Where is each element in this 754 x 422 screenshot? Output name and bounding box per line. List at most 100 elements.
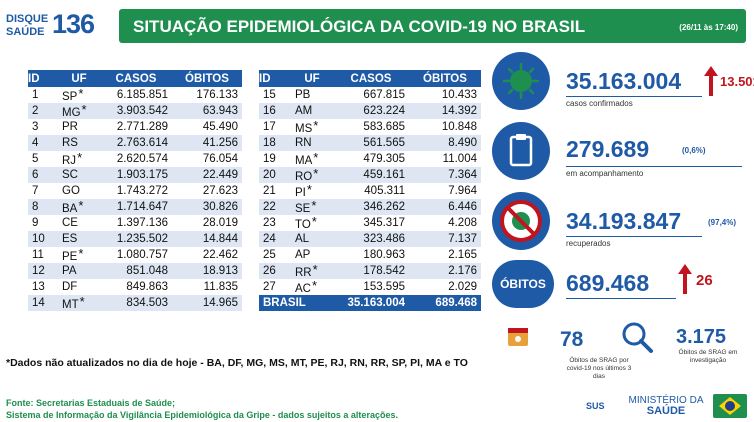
cell-uf-text: AM	[295, 105, 313, 117]
table-row: 1 SP* 6.185.851 176.133	[28, 85, 242, 103]
table-row: 14 MT* 834.503 14.965	[28, 294, 242, 311]
investigacao-label: Óbitos de SRAG em investigação	[678, 349, 738, 364]
card-recuperados: 34.193.847 (97,4%) recuperados	[492, 192, 746, 252]
cell-obitos-text: 7.364	[448, 169, 477, 181]
cell-id: 12	[28, 263, 58, 279]
cell-uf-text: AC	[295, 282, 311, 295]
cell-uf: MT*	[58, 294, 100, 311]
cell-id: 25	[259, 247, 291, 263]
table-row: 11 PE* 1.080.757 22.462	[28, 245, 242, 263]
cell-uf-text: ES	[62, 233, 78, 245]
cell-obitos-text: 41.256	[202, 137, 238, 149]
cell-obitos: 7.137	[409, 231, 481, 247]
page-title: SITUAÇÃO EPIDEMIOLÓGICA DA COVID-19 NO B…	[133, 17, 586, 36]
cell-id-text: 5	[32, 153, 39, 165]
cell-casos: 851.048	[100, 263, 172, 279]
cell-casos: 623.224	[333, 103, 409, 119]
table-row: 25 AP 180.963 2.165	[259, 247, 481, 263]
table-row: 18 RN 561.565 8.490	[259, 135, 481, 151]
cell-id: 19	[259, 151, 291, 167]
obitos-badge: ÓBITOS	[492, 260, 554, 308]
cell-id-text: 1	[32, 89, 39, 101]
not-updated-asterisk: *	[313, 165, 319, 181]
investigacao-value: 3.175	[676, 326, 727, 348]
cell-id-text: 25	[263, 249, 276, 261]
cell-uf: RO*	[291, 165, 333, 183]
cell-obitos-text: 2.165	[448, 249, 477, 261]
cell-uf: PE*	[58, 245, 100, 263]
cell-id-text: 14	[32, 297, 45, 309]
cell-uf: RS	[58, 135, 100, 151]
cell-uf-text: RO	[295, 170, 313, 183]
cell-obitos-text: 6.446	[448, 201, 477, 213]
cell-id: 18	[259, 135, 291, 151]
recuperados-value: 34.193.847	[566, 208, 682, 234]
cell-obitos: 7.964	[409, 183, 481, 199]
cell-casos: 1.714.647	[100, 199, 172, 215]
cell-casos: 153.595	[333, 279, 409, 295]
divider	[566, 236, 702, 237]
not-updated-asterisk: *	[312, 261, 318, 277]
cell-casos-text: 178.542	[363, 265, 405, 277]
cell-uf-text: MA	[295, 154, 313, 167]
cell-casos-text: 1.743.272	[116, 185, 168, 197]
cell-casos: 1.903.175	[100, 167, 172, 183]
col-obitos: ÓBITOS	[172, 70, 242, 87]
table-row: 7 GO 1.743.272 27.623	[28, 183, 242, 199]
cell-id-text: 3	[32, 121, 39, 133]
not-updated-asterisk: *	[78, 85, 84, 101]
not-updated-asterisk: *	[78, 245, 84, 261]
cell-obitos-text: 2.176	[448, 265, 477, 277]
cell-obitos-text: 45.490	[202, 121, 238, 133]
logo-number: 136	[52, 9, 95, 39]
acompanhamento-pct: (0,6%)	[682, 146, 706, 155]
cell-casos: 180.963	[333, 247, 409, 263]
cell-casos: 405.311	[333, 183, 409, 199]
cell-casos-text: 6.185.851	[116, 89, 168, 101]
cell-obitos-text: 18.913	[202, 265, 238, 277]
cell-id: 14	[28, 295, 58, 311]
header-bar: SITUAÇÃO EPIDEMIOLÓGICA DA COVID-19 NO B…	[119, 9, 746, 43]
cell-obitos-text: 27.623	[202, 185, 238, 197]
cell-uf-text: MT	[62, 298, 79, 311]
cell-id: 17	[259, 119, 291, 135]
up-arrow-icon	[704, 66, 718, 96]
logo-line1: DISQUE	[6, 13, 49, 25]
total-obitos: 689.468	[409, 295, 481, 311]
col-casos: CASOS	[333, 70, 409, 87]
cell-id-text: 6	[32, 169, 39, 181]
cell-uf-text: RS	[62, 137, 78, 149]
cell-uf: RJ*	[58, 150, 100, 167]
cell-id: 15	[259, 87, 291, 103]
cell-uf: GO	[58, 183, 100, 199]
cell-casos: 459.161	[333, 167, 409, 183]
cell-id-text: 8	[32, 201, 39, 213]
cell-uf-text: MS	[295, 122, 313, 135]
cell-obitos-text: 11.835	[203, 281, 238, 293]
col-id: ID	[28, 70, 58, 87]
cell-obitos-text: 14.844	[202, 233, 238, 245]
cell-obitos: 2.029	[409, 279, 481, 295]
cell-id: 22	[259, 199, 291, 215]
cell-obitos: 6.446	[409, 199, 481, 215]
cell-casos: 1.235.502	[100, 231, 172, 247]
cell-uf: DF	[58, 279, 100, 295]
cell-casos-text: 623.224	[363, 105, 405, 117]
virus-icon	[492, 52, 550, 110]
cell-uf-text: RJ	[62, 154, 77, 167]
cell-casos-text: 180.963	[363, 249, 405, 261]
cell-casos-text: 3.903.542	[116, 105, 168, 117]
cell-id-text: 19	[263, 153, 276, 165]
cell-obitos: 22.449	[172, 167, 242, 183]
cell-obitos-text: 7.137	[448, 233, 477, 245]
recuperados-pct: (97,4%)	[708, 218, 737, 227]
cell-id-text: 9	[32, 217, 39, 229]
table-row: 23 TO* 345.317 4.208	[259, 214, 481, 231]
not-updated-asterisk: *	[306, 181, 312, 197]
acompanhamento-value: 279.689	[566, 136, 650, 162]
cell-id: 26	[259, 263, 291, 279]
cell-id-text: 21	[263, 185, 276, 197]
cell-casos: 834.503	[100, 295, 172, 311]
recuperados-label: recuperados	[566, 239, 611, 248]
cell-casos-text: 849.863	[126, 281, 168, 293]
